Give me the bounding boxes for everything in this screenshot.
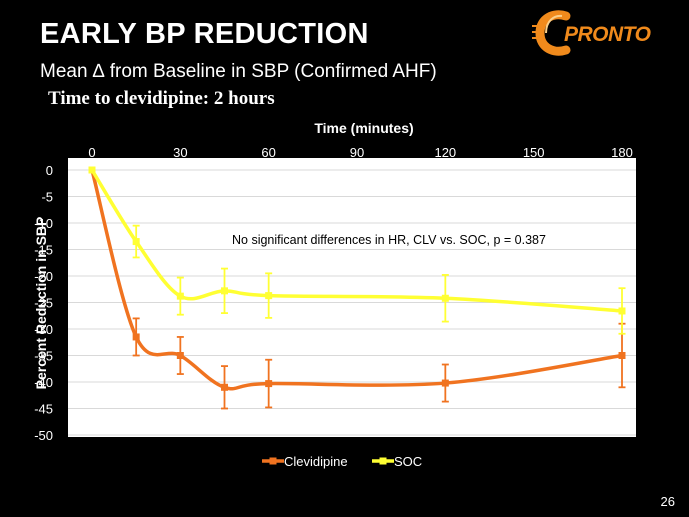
y-tick-label: -50: [34, 428, 53, 443]
x-axis-label: Time (minutes): [314, 120, 413, 136]
y-tick-label: -40: [34, 375, 53, 390]
y-tick-label: -35: [34, 349, 53, 364]
data-point-soc: [88, 166, 96, 174]
y-tick-label: -25: [34, 296, 53, 311]
gridlines: [68, 169, 636, 436]
data-point-soc: [132, 238, 140, 246]
y-tick-label: -5: [41, 190, 53, 205]
y-tick-label: -30: [34, 322, 53, 337]
y-tick-label: -15: [34, 243, 53, 258]
pronto-logo: PRONTO: [532, 8, 672, 58]
series-line-clevidipine: [90, 169, 623, 391]
series-layer: [88, 166, 626, 410]
slide-subtitle: Mean ∆ from Baseline in SBP (Confirmed A…: [40, 61, 437, 82]
x-tick-label: 60: [261, 145, 275, 160]
slide-title: EARLY BP REDUCTION: [40, 18, 369, 50]
data-point-soc: [176, 292, 184, 300]
legend-marker-clevidipine: [269, 457, 277, 465]
data-point-clevidipine: [618, 352, 626, 359]
data-point-clevidipine: [221, 383, 228, 391]
x-tick-label: 90: [350, 145, 364, 160]
x-tick-label: 30: [173, 145, 187, 160]
chart-annotation: No significant differences in HR, CLV vs…: [232, 233, 546, 247]
logo-text: PRONTO: [564, 23, 651, 46]
stylized-c-icon: [532, 10, 571, 56]
data-point-clevidipine: [132, 333, 140, 341]
legend-label-clevidipine: Clevidipine: [284, 454, 348, 469]
x-tick-label: 150: [523, 145, 545, 160]
legend-label-soc: SOC: [394, 454, 422, 469]
data-point-clevidipine: [441, 379, 449, 387]
x-tick-label: 180: [611, 145, 633, 160]
y-tick-label: -45: [34, 402, 53, 417]
data-point-soc: [221, 287, 228, 295]
data-point-soc: [265, 292, 273, 300]
legend: Clevidipine SOC: [262, 454, 422, 469]
page-number: 26: [660, 494, 675, 509]
x-tick-label: 120: [434, 145, 456, 160]
slide-note: Time to clevidipine: 2 hours: [48, 88, 275, 109]
y-tick-label: -20: [34, 269, 53, 284]
series-soc: [88, 166, 626, 335]
y-tick-label: -10: [34, 216, 53, 231]
data-point-clevidipine: [176, 352, 184, 359]
y-axis-label: Percent Reduction in SBP: [33, 217, 49, 390]
data-point-clevidipine: [265, 380, 273, 388]
data-point-soc: [441, 294, 449, 302]
x-tick-labels: 0 30 60 90 120 150 180: [88, 145, 632, 160]
data-point-soc: [618, 307, 626, 315]
x-tick-label: 0: [88, 145, 95, 160]
y-tick-label: 0: [46, 163, 53, 178]
y-tick-labels: 0 -5 -10 -15 -20 -25 -30 -35 -40 -45 -50: [34, 163, 53, 443]
legend-marker-soc: [379, 457, 387, 465]
